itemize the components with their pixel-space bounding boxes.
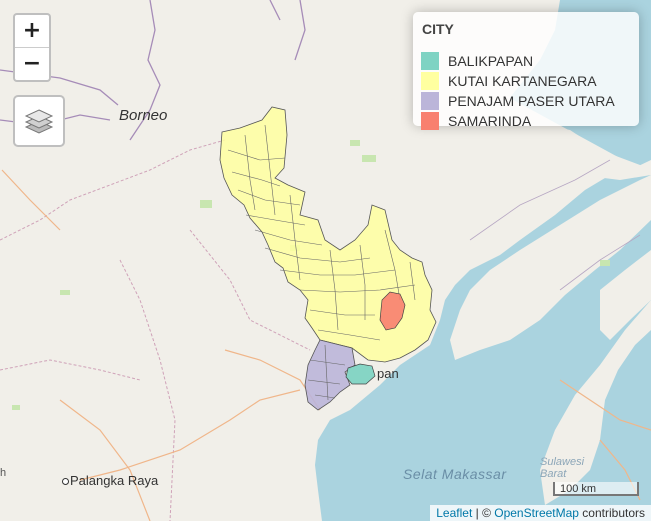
zoom-in-button[interactable]: +	[22, 18, 42, 43]
legend-swatch	[421, 72, 439, 90]
legend-item-kutai-kartanegara: KUTAI KARTANEGARA	[421, 72, 597, 90]
legend-title: CITY	[422, 21, 454, 37]
layers-icon	[24, 109, 54, 134]
attribution-separator: | ©	[472, 506, 495, 520]
region-samarinda[interactable]	[379, 291, 406, 331]
ppu-lines	[307, 344, 346, 401]
legend-item-samarinda: SAMARINDA	[421, 112, 531, 130]
region-penajam-paser-utara[interactable]	[304, 339, 356, 411]
region-kutai-kartanegara[interactable]	[219, 106, 437, 363]
legend: CITY BALIKPAPAN KUTAI KARTANEGARA PENAJA…	[413, 12, 639, 130]
province-borders	[0, 139, 311, 521]
label-left-edge-partial: h	[0, 467, 7, 479]
sea-area	[315, 0, 651, 521]
legend-label: PENAJAM PASER UTARA	[448, 93, 615, 109]
zoom-control: + −	[13, 13, 51, 82]
label-borneo: Borneo	[119, 107, 168, 124]
label-palangka-raya: Palangka Raya	[70, 473, 159, 488]
district-lines	[227, 124, 416, 341]
legend-label: SAMARINDA	[448, 113, 532, 129]
zoom-out-button[interactable]: −	[15, 47, 49, 80]
legend-swatch	[421, 112, 439, 130]
label-sulawesi-barat: Sulawesi Barat	[540, 456, 584, 480]
attribution: Leaflet | © OpenStreetMap contributors	[430, 505, 651, 521]
legend-swatch	[421, 92, 439, 110]
layers-button[interactable]	[13, 95, 65, 147]
legend-swatch	[421, 52, 439, 70]
label-sulawesi-line1: Sulawesi	[540, 456, 585, 468]
leaflet-link[interactable]: Leaflet	[436, 506, 473, 520]
legend-item-balikpapan: BALIKPAPAN	[421, 52, 533, 70]
openstreetmap-link[interactable]: OpenStreetMap	[494, 506, 579, 520]
sea-boundaries	[469, 159, 641, 291]
label-balikpapan-partial: pan	[377, 366, 399, 381]
legend-item-penajam-paser-utara: PENAJAM PASER UTARA	[421, 92, 615, 110]
legend-label: KUTAI KARTANEGARA	[448, 73, 597, 89]
region-balikpapan[interactable]	[345, 363, 376, 385]
palangka-raya-marker	[62, 478, 69, 485]
admin-borders	[0, 0, 306, 141]
coast-land-ne-2	[470, 120, 651, 180]
label-selat-makassar: Selat Makassar	[403, 466, 507, 482]
coast-land-e	[600, 250, 651, 340]
label-sulawesi-line2: Barat	[540, 468, 567, 480]
attribution-suffix: contributors	[578, 506, 645, 520]
scale-bar: 100 km	[553, 482, 639, 496]
legend-label: BALIKPAPAN	[448, 53, 534, 69]
